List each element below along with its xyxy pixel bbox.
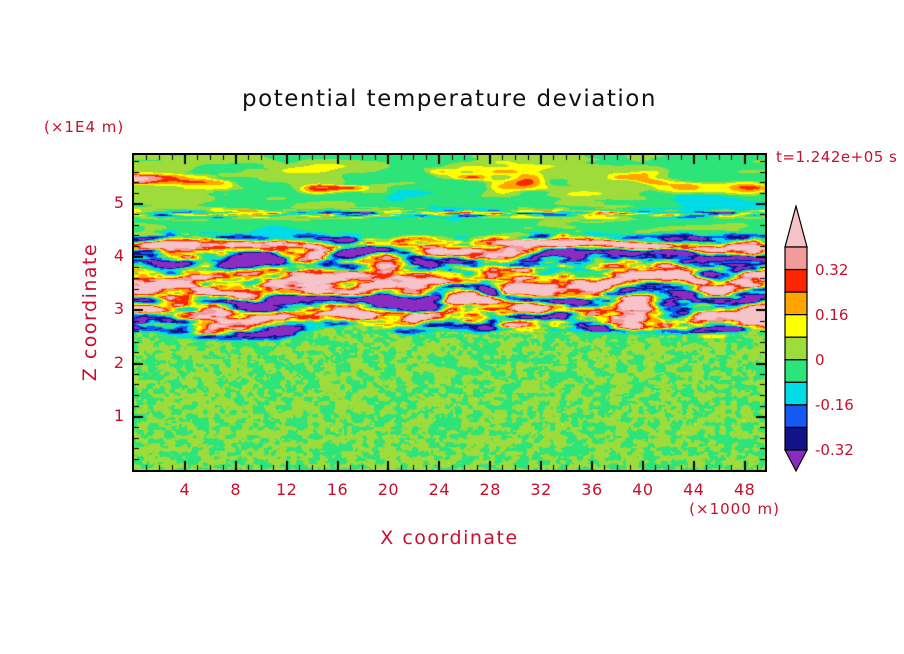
colorbar-swatch <box>784 336 808 361</box>
x-axis-units: (×1000 m) <box>689 500 780 518</box>
y-tick-label: 4 <box>113 246 124 266</box>
y-tick-label: 1 <box>113 405 124 425</box>
x-tick-label: 24 <box>428 480 450 499</box>
colorbar-swatch <box>784 381 808 406</box>
heatmap-canvas <box>134 155 765 470</box>
y-tick-labels: 1 2 3 4 5 <box>98 155 124 470</box>
colorbar-swatch <box>784 426 808 451</box>
colorbar-swatch <box>784 246 808 271</box>
y-tick-label: 5 <box>113 192 124 212</box>
x-tick-label: 12 <box>275 480 298 499</box>
colorbar-tick-label: -0.32 <box>815 441 854 459</box>
colorbar-tick-label: 0.32 <box>815 260 849 279</box>
x-tick-label: 8 <box>230 480 242 499</box>
colorbar-arrow <box>784 205 808 248</box>
x-tick-label: 40 <box>632 480 654 499</box>
plot-area <box>132 153 767 472</box>
colorbar-tick-label: 0 <box>815 350 825 369</box>
x-tick-label: 48 <box>733 480 756 499</box>
x-axis-label: X coordinate <box>380 527 519 549</box>
colorbar-arrow <box>784 449 808 473</box>
y-axis-label: Z coordinate <box>79 242 101 382</box>
x-tick-label: 20 <box>377 480 400 499</box>
y-tick-label: 3 <box>113 299 124 319</box>
colorbar-swatch <box>784 359 808 383</box>
x-tick-label: 32 <box>530 480 552 499</box>
x-tick-label: 44 <box>683 480 705 499</box>
x-tick-label: 16 <box>326 480 349 499</box>
y-axis-units: (×1E4 m) <box>44 118 125 136</box>
x-tick-labels: 4 8 12 16 20 24 28 32 36 40 44 48 <box>134 480 765 502</box>
colorbar-labels: 0.32 0.16 0 -0.16 -0.32 <box>815 205 885 473</box>
colorbar-swatch <box>784 314 808 338</box>
x-tick-label: 4 <box>179 480 191 499</box>
x-tick-label: 28 <box>479 480 501 499</box>
chart-title: potential temperature deviation <box>242 86 657 112</box>
x-tick-label: 36 <box>581 480 603 499</box>
colorbar-tick-label: 0.16 <box>815 305 849 324</box>
colorbar-tick-label: -0.16 <box>815 395 854 414</box>
colorbar-swatch <box>784 291 808 316</box>
y-tick-label: 2 <box>113 352 124 372</box>
colorbar-swatch <box>784 268 808 293</box>
colorbar <box>784 205 808 473</box>
colorbar-swatch <box>784 404 808 429</box>
time-label: t=1.242e+05 s <box>776 148 898 166</box>
